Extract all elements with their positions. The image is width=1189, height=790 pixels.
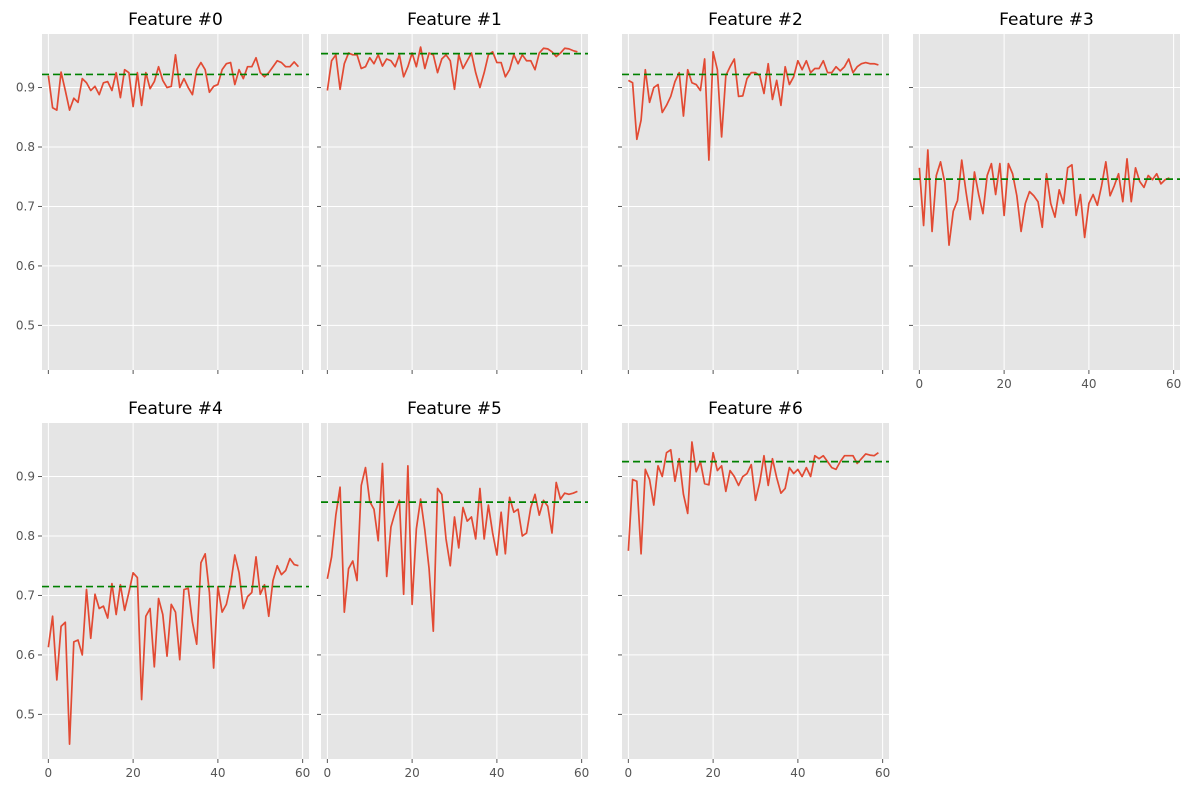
panel-feature-5: 0 20 40 60 Feature #5 [317,399,589,780]
series-line [326,46,578,91]
panel-background [321,423,588,759]
panel-title: Feature #1 [407,10,502,30]
panel-feature-1: Feature #1 [317,10,588,374]
panel-feature-0: 0.5 0.6 0.7 0.8 0.9 Feature #0 [16,10,309,374]
series-line [627,50,879,161]
panel-background [913,34,1180,370]
x-tick-label: 20 [996,377,1011,391]
panel-feature-4: 0.5 0.6 0.7 0.8 0.9 0 20 40 60 Feature #4 [16,399,310,780]
panel-title: Feature #6 [708,399,803,419]
y-tick-label: 0.6 [16,259,35,273]
panel-title: Feature #2 [708,10,803,30]
y-tick-label: 0.7 [16,588,35,602]
x-tick-label: 60 [1166,377,1181,391]
panel-title: Feature #4 [128,399,223,419]
y-tick-label: 0.9 [16,470,35,484]
panel-feature-3: 0 20 40 60 Feature #3 [909,10,1181,391]
x-tick-label: 0 [45,766,53,780]
panel-title: Feature #3 [999,10,1094,30]
x-tick-label: 0 [625,766,633,780]
x-tick-label: 0 [324,766,332,780]
panel-title: Feature #5 [407,399,502,419]
y-tick-label: 0.8 [16,529,35,543]
series-line [918,149,1170,246]
series-line [627,441,879,555]
panel-background [622,423,889,759]
y-tick-label: 0.8 [16,140,35,154]
x-tick-label: 0 [916,377,924,391]
x-tick-label: 20 [705,766,720,780]
x-tick-label: 40 [489,766,504,780]
x-tick-label: 60 [295,766,310,780]
panel-background [42,34,309,370]
x-tick-label: 60 [875,766,890,780]
x-tick-label: 40 [210,766,225,780]
x-tick-label: 60 [574,766,589,780]
x-tick-label: 20 [404,766,419,780]
x-tick-label: 40 [790,766,805,780]
series-line [47,53,300,111]
panel-title: Feature #0 [128,10,223,30]
y-tick-label: 0.5 [16,318,35,332]
panel-background [622,34,889,370]
panel-feature-6: 0 20 40 60 Feature #6 [618,399,890,780]
y-tick-label: 0.9 [16,81,35,95]
x-tick-label: 40 [1081,377,1096,391]
y-tick-label: 0.5 [16,707,35,721]
series-line [47,552,299,745]
series-line [326,462,578,632]
y-tick-label: 0.7 [16,199,35,213]
panel-background [42,423,309,759]
y-tick-label: 0.6 [16,648,35,662]
panel-feature-2: Feature #2 [618,10,889,374]
x-tick-label: 20 [125,766,140,780]
